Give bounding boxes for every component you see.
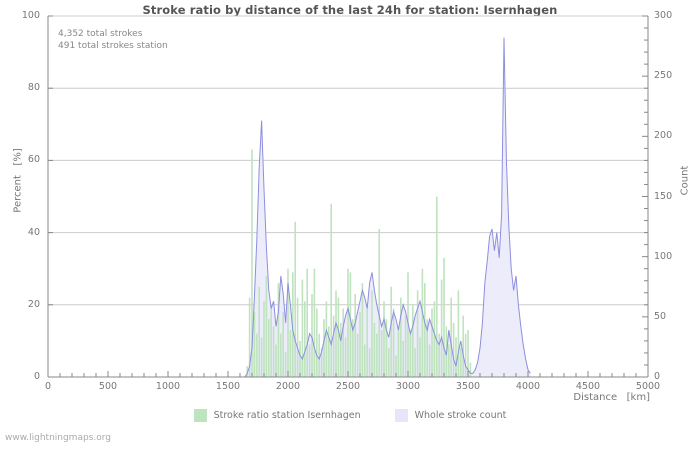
y-tick-right-300: 300 [654, 10, 673, 21]
y-tick-left-0: 0 [33, 371, 40, 382]
x-tick-3500: 3500 [455, 381, 481, 392]
x-tick-2000: 2000 [275, 381, 301, 392]
gridlines [48, 15, 648, 306]
y-tick-right-100: 100 [654, 250, 673, 262]
y-tick-left-40: 40 [27, 226, 40, 238]
y-tick-left-20: 20 [27, 298, 40, 310]
y-tick-right-50: 50 [654, 310, 667, 322]
legend-swatch-whole-count [394, 409, 408, 422]
legend-label-stroke-ratio: Stroke ratio station Isernhagen [213, 410, 361, 421]
legend-item-whole-count[interactable]: Whole stroke count [394, 409, 507, 422]
annotation-total-strokes-station: 491 total strokes station [58, 41, 168, 51]
x-tick-5000: 5000 [635, 381, 661, 392]
watermark: www.lightningmaps.org [5, 433, 111, 443]
axis-ticks [47, 15, 649, 378]
y-tick-right-250: 250 [654, 70, 673, 82]
legend-item-stroke-ratio[interactable]: Stroke ratio station Isernhagen [193, 409, 361, 422]
whole-stroke-count-line [244, 37, 531, 378]
legend-label-whole-count: Whole stroke count [414, 410, 507, 421]
x-tick-1500: 1500 [215, 381, 241, 392]
legend-swatch-stroke-ratio [193, 409, 207, 422]
x-tick-4500: 4500 [575, 381, 601, 392]
x-tick-0: 0 [44, 381, 52, 392]
y-tick-left-100: 100 [21, 10, 40, 21]
annotation-total-strokes: 4,352 total strokes [58, 29, 143, 39]
y-tick-left-80: 80 [27, 82, 40, 94]
y-tick-left-60: 60 [27, 154, 40, 166]
y-tick-right-0: 0 [654, 371, 661, 382]
x-tick-4000: 4000 [515, 381, 541, 392]
stroke-ratio-bars [246, 149, 472, 377]
chart-legend: Stroke ratio station Isernhagen Whole st… [0, 409, 700, 422]
x-tick-3000: 3000 [395, 381, 421, 392]
y-tick-right-200: 200 [654, 130, 673, 142]
x-axis-label: Distance [km] [573, 392, 650, 403]
x-tick-1000: 1000 [155, 381, 181, 392]
chart-title: Stroke ratio by distance of the last 24h… [142, 3, 558, 17]
x-tick-2500: 2500 [335, 381, 361, 392]
y-tick-right-150: 150 [654, 190, 673, 202]
x-tick-500: 500 [98, 381, 118, 392]
